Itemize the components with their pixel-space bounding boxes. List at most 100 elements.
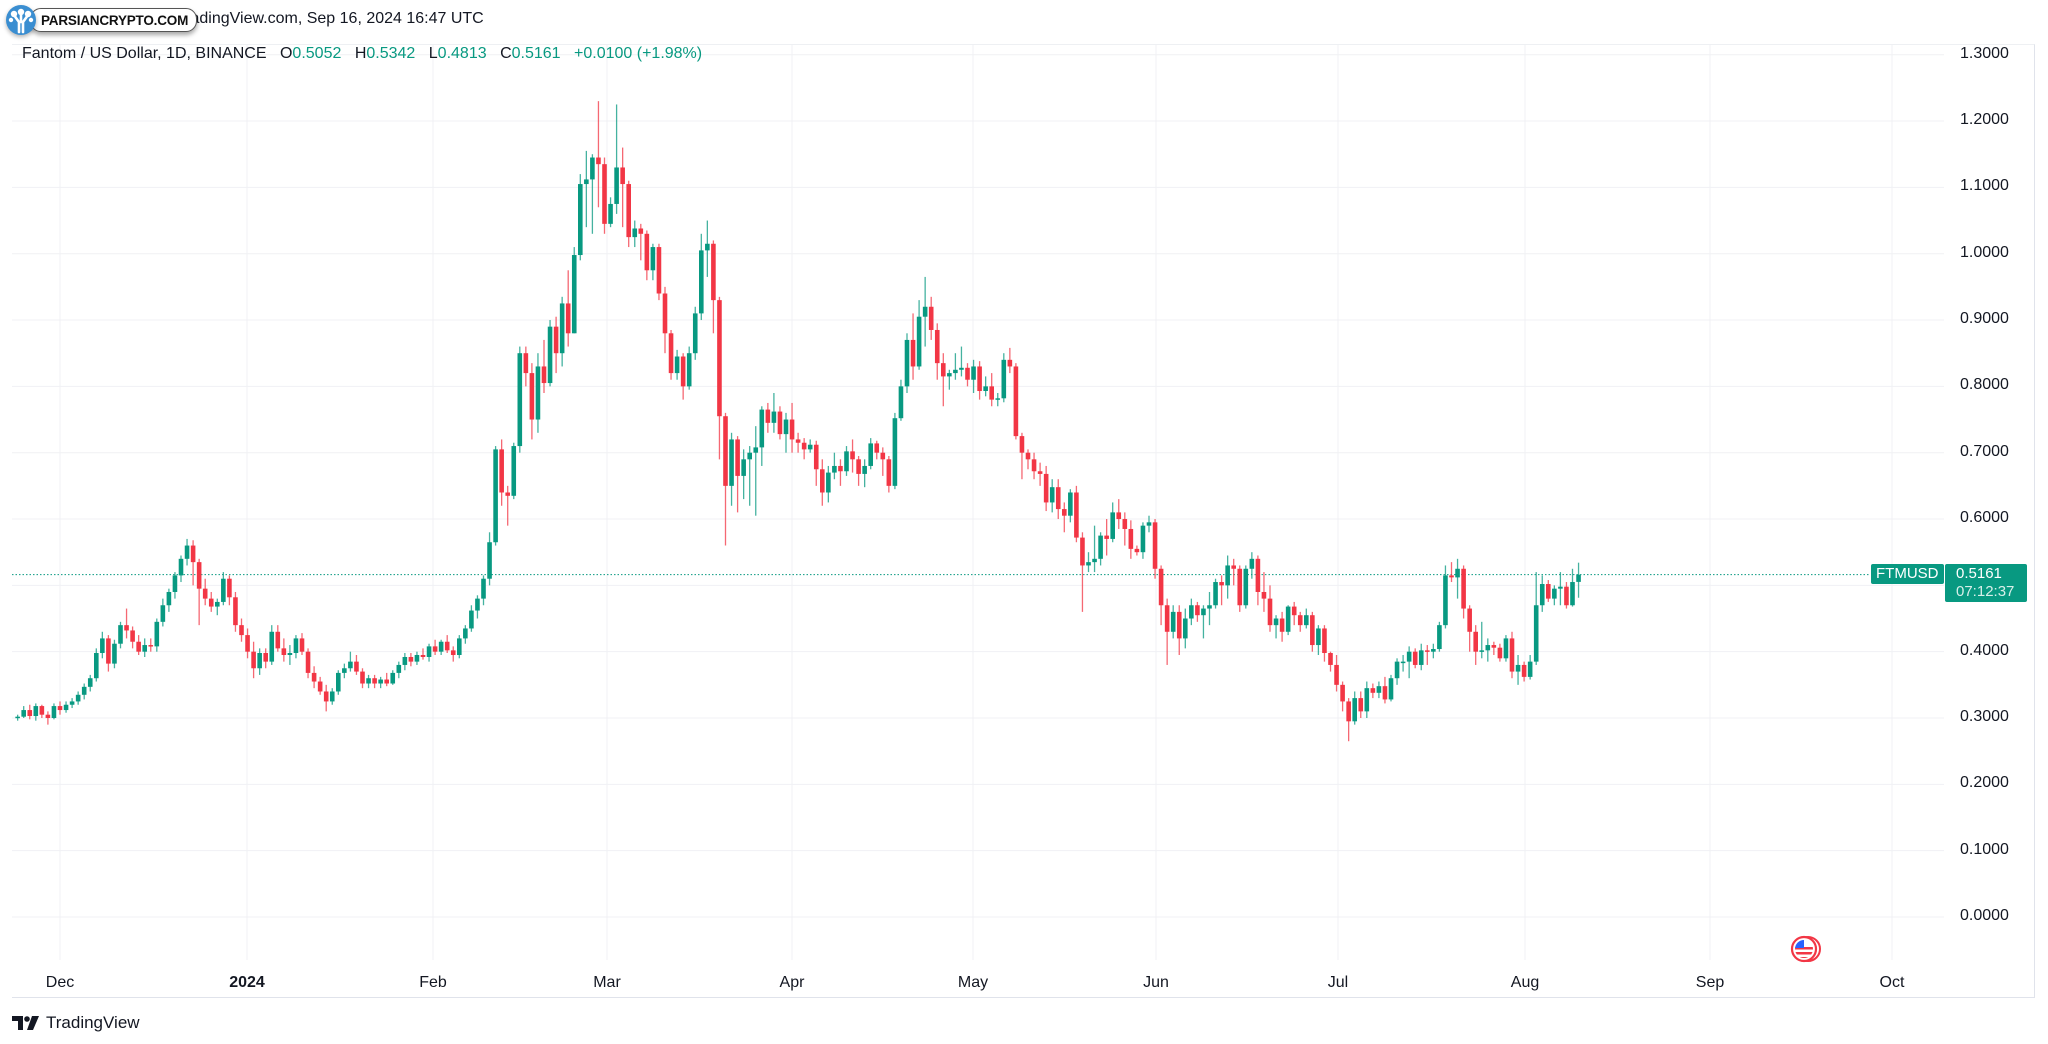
candle <box>1291 601 1297 626</box>
candle <box>311 666 317 689</box>
candle <box>699 233 704 321</box>
candle <box>1418 643 1424 671</box>
candle <box>934 323 940 380</box>
candle <box>1068 489 1073 523</box>
tradingview-logo-icon <box>12 1016 39 1030</box>
candle <box>1134 545 1140 556</box>
candle <box>487 532 492 586</box>
candle <box>323 684 329 712</box>
candle <box>686 346 692 390</box>
price-axis-label: 1.1000 <box>1960 177 2009 195</box>
candle <box>680 353 686 400</box>
candle <box>1019 432 1025 480</box>
candle <box>1515 654 1521 685</box>
candle <box>1128 520 1134 559</box>
candle <box>215 598 220 616</box>
candle <box>39 704 45 719</box>
candle <box>457 635 462 659</box>
candle <box>130 626 135 649</box>
candle <box>196 558 202 626</box>
candle <box>1231 558 1236 586</box>
candle <box>953 353 958 380</box>
price-axis-label: 1.2000 <box>1960 111 2009 129</box>
candle <box>596 101 601 208</box>
candle <box>656 243 662 301</box>
candle <box>971 359 976 393</box>
candle <box>275 625 281 652</box>
candle <box>1533 572 1539 665</box>
candle <box>1570 568 1575 607</box>
candle <box>795 432 801 453</box>
candle <box>27 704 33 720</box>
candle <box>444 635 450 654</box>
candle <box>747 446 752 506</box>
open-value: 0.5052 <box>292 45 342 62</box>
candle <box>21 706 26 719</box>
candle <box>1110 502 1115 543</box>
candle <box>892 412 898 490</box>
candle <box>329 688 335 705</box>
candle <box>1576 562 1581 598</box>
candle <box>336 670 341 695</box>
candle <box>1279 611 1285 642</box>
high-label: H <box>354 45 367 62</box>
candle <box>1285 605 1291 636</box>
candle <box>94 648 99 682</box>
candle <box>1546 580 1551 602</box>
us-flag-economic-event-icon[interactable] <box>1789 934 1823 969</box>
candle <box>1013 363 1019 440</box>
candle <box>638 223 644 261</box>
candle <box>856 456 861 486</box>
close-label: C <box>500 45 512 62</box>
candle <box>1074 485 1079 543</box>
tradingview-branding[interactable]: TradingView <box>12 1013 140 1033</box>
candle <box>1358 691 1364 719</box>
candle <box>390 670 396 685</box>
candle <box>717 296 722 460</box>
candle <box>1267 585 1273 632</box>
candlestick-chart[interactable] <box>0 0 2048 1000</box>
candle <box>801 438 807 460</box>
time-axis-label: Feb <box>419 974 447 991</box>
candle <box>245 628 250 659</box>
candle <box>378 676 383 689</box>
candle <box>1007 347 1013 374</box>
candle <box>1455 558 1460 599</box>
candle <box>432 639 438 655</box>
candle <box>1364 681 1370 719</box>
time-axis-label: Jun <box>1143 974 1169 991</box>
header-bar: PARSIANCRYPTO.COM TradingView.com, Sep 1… <box>0 0 2048 44</box>
price-axis-label: 1.3000 <box>1960 44 2009 62</box>
high-value: 0.5342 <box>366 45 416 62</box>
price-axis-label: 0.4000 <box>1960 641 2009 659</box>
low-label: L <box>428 45 438 62</box>
price-axis-label: 0.8000 <box>1960 376 2009 394</box>
candle <box>1431 643 1436 659</box>
candle <box>1104 519 1109 556</box>
time-axis-label: May <box>957 974 989 991</box>
candle <box>202 578 208 606</box>
candle <box>584 150 589 228</box>
candle <box>63 701 69 713</box>
candle <box>898 379 904 421</box>
tradingview-brand-text: TradingView <box>46 1013 140 1032</box>
candle <box>789 402 795 453</box>
candle <box>142 638 147 657</box>
candle <box>910 313 916 380</box>
price-axis-label: 0.1000 <box>1960 840 2009 858</box>
candle <box>342 663 347 679</box>
candle <box>1225 555 1230 599</box>
candle <box>1037 462 1043 486</box>
last-price-tag: 0.5161 07:12:37 <box>1945 564 2027 602</box>
candle <box>384 672 389 687</box>
candle <box>711 240 716 334</box>
candle <box>771 392 777 433</box>
candle <box>69 698 75 709</box>
candle <box>571 247 577 334</box>
candle <box>1479 621 1485 659</box>
candle <box>1140 522 1146 559</box>
candle <box>287 645 293 665</box>
candle <box>1539 575 1545 612</box>
candle <box>87 674 93 692</box>
candle <box>372 674 377 689</box>
